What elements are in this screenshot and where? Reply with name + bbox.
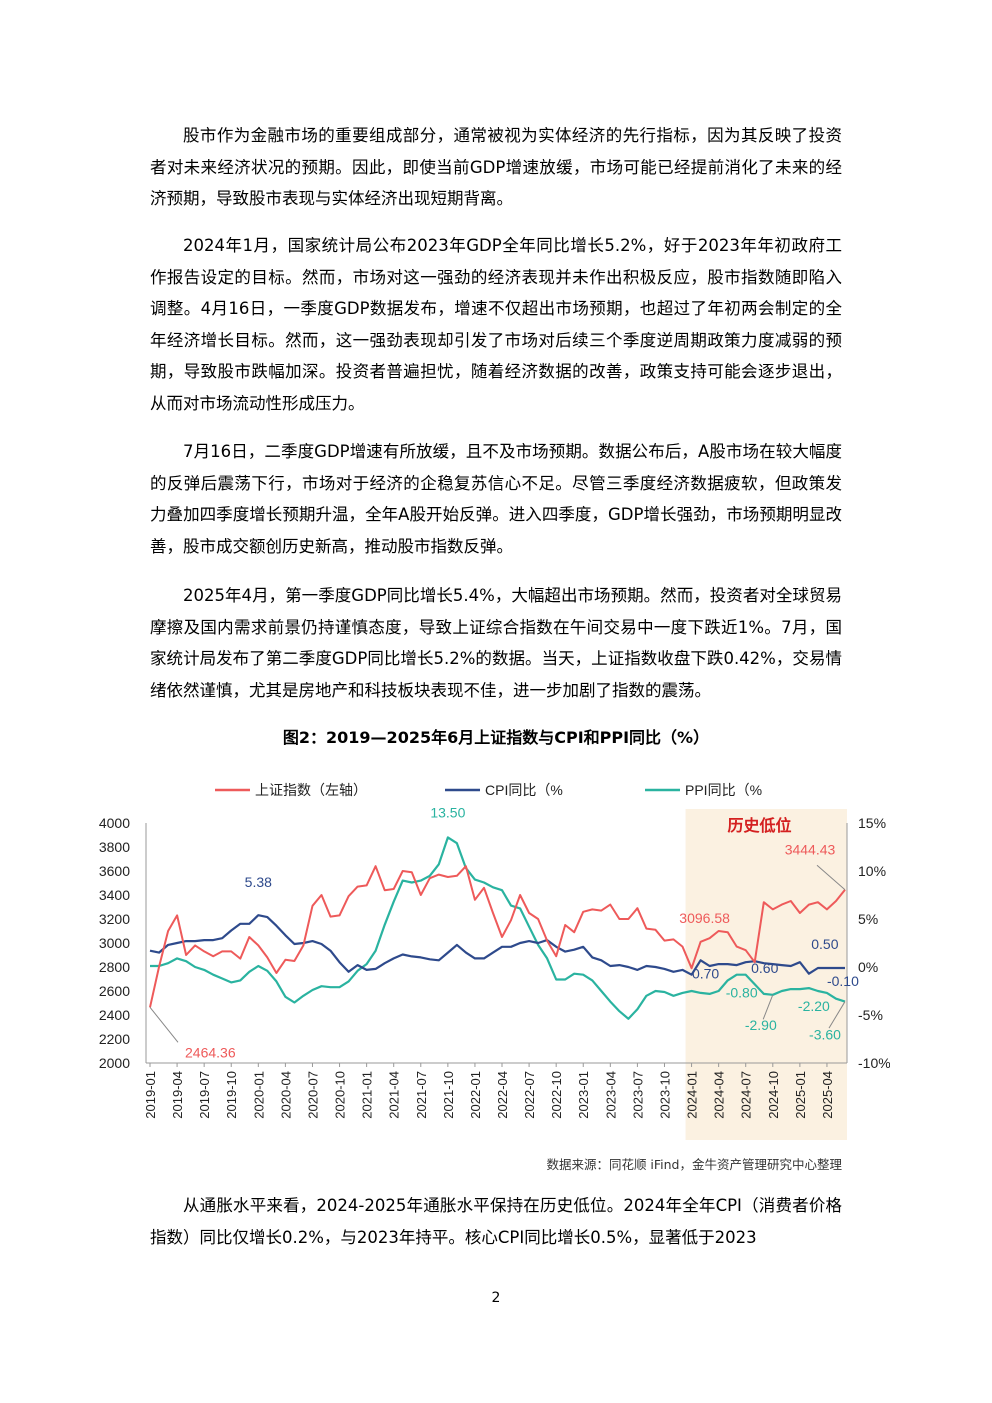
legend-label: PPI同比（%	[685, 782, 762, 798]
right-tick-label: -10%	[858, 1055, 890, 1071]
left-tick-label: 2400	[99, 1007, 130, 1023]
annotation-leader	[149, 1007, 179, 1043]
x-tick-label: 2022-10	[549, 1071, 564, 1119]
annotation-label: 3444.43	[785, 842, 836, 858]
paragraph-3: 7月16日，二季度GDP增速有所放缓，且不及市场预期。数据公布后，A股市场在较大…	[150, 442, 842, 556]
x-tick-label: 2022-04	[495, 1071, 510, 1119]
x-tick-label: 2021-07	[414, 1071, 429, 1119]
x-tick-label: 2023-07	[630, 1071, 645, 1119]
right-tick-label: -5%	[858, 1007, 883, 1023]
left-tick-label: 3400	[99, 887, 130, 903]
annotation-label: -3.60	[809, 1027, 841, 1043]
left-tick-label: 3600	[99, 863, 130, 879]
annotation-label: 5.38	[245, 874, 272, 890]
annotation-label: -0.10	[827, 973, 859, 989]
annotation-label: -0.80	[726, 985, 758, 1001]
data-source: 数据来源：同花顺 iFind，金牛资产管理研究中心整理	[546, 1157, 842, 1172]
legend-label: 上证指数（左轴）	[255, 782, 367, 798]
x-tick-label: 2022-01	[468, 1071, 483, 1119]
highlight-region	[685, 809, 847, 1140]
chart-legend: 上证指数（左轴） CPI同比（% PPI同比（%	[215, 782, 762, 798]
paragraph-1: 股市作为金融市场的重要组成部分，通常被视为实体经济的先行指标，因为其反映了投资者…	[150, 126, 842, 208]
left-axis-ticks: 4000 3800 3600 3400 3200 3000 2800 2600 2400 2200…	[99, 815, 147, 1071]
annotation-label: 13.50	[430, 804, 465, 820]
chart-annotations: 2464.36 5.38 13.50 0.70 3096.58 -0.80 0.60 -2.9…	[149, 804, 859, 1060]
x-tick-label: 2023-04	[603, 1071, 618, 1119]
annotation-label: 0.60	[751, 960, 778, 976]
series-line-shanghai-index	[149, 865, 846, 1008]
series-line-cpi-yoy	[149, 914, 845, 976]
paragraph-4: 2025年4月，第一季度GDP同比增长5.4%，大幅超出市场预期。然而，投资者对…	[150, 586, 842, 700]
x-tick-label: 2025-04	[820, 1071, 835, 1119]
left-tick-label: 3800	[99, 839, 130, 855]
x-tick-label: 2024-01	[685, 1071, 700, 1119]
page-number: 2	[491, 1290, 501, 1306]
left-tick-label: 2600	[99, 983, 130, 999]
x-tick-label: 2024-04	[712, 1071, 727, 1119]
annotation-leader	[816, 864, 846, 891]
x-tick-label: 2024-07	[739, 1071, 754, 1119]
right-tick-label: 10%	[858, 863, 886, 879]
closing-paragraph: 从通胀水平来看，2024-2025年通胀水平保持在历史低位。2024年全年CPI…	[150, 1196, 842, 1247]
x-tick-label: 2022-07	[522, 1071, 537, 1119]
annotation-leader	[828, 1001, 846, 1029]
annotation-label: 0.50	[811, 936, 838, 952]
chart-series	[149, 836, 846, 1020]
x-tick-label: 2020-04	[278, 1071, 293, 1119]
annotation-label: 0.70	[692, 965, 719, 981]
series-line-ppi-yoy	[150, 836, 846, 1020]
annotation-label: -2.90	[745, 1017, 777, 1033]
legend-label: CPI同比（%	[485, 782, 563, 798]
annotation-label: -2.20	[798, 998, 830, 1014]
highlight-label: 历史低位	[728, 816, 792, 835]
x-tick-label: 2021-01	[360, 1071, 375, 1119]
x-tick-label: 2019-01	[143, 1071, 158, 1119]
x-tick-label: 2019-07	[197, 1071, 212, 1119]
right-tick-label: 5%	[858, 911, 878, 927]
paragraph-2: 2024年1月，国家统计局公布2023年GDP全年同比增长5.2%，好于2023…	[150, 236, 842, 413]
annotation-label: 3096.58	[679, 910, 730, 926]
x-tick-label: 2023-10	[657, 1071, 672, 1119]
x-tick-label: 2024-10	[766, 1071, 781, 1119]
left-tick-label: 2000	[99, 1055, 130, 1071]
right-axis-ticks: 15% 10% 5% 0% -5% -10%	[846, 815, 890, 1071]
annotation-label: 2464.36	[185, 1044, 236, 1060]
x-tick-label: 2019-04	[170, 1071, 185, 1119]
left-tick-label: 2200	[99, 1031, 130, 1047]
right-tick-label: 15%	[858, 815, 886, 831]
x-tick-label: 2021-10	[441, 1071, 456, 1119]
left-tick-label: 3200	[99, 911, 130, 927]
right-tick-label: 0%	[858, 959, 878, 975]
x-tick-label: 2023-01	[576, 1071, 591, 1119]
x-tick-label: 2021-04	[387, 1071, 402, 1119]
x-tick-label: 2020-01	[251, 1071, 266, 1119]
line-chart: 历史低位 上证指数（左轴） CPI同比（% PPI同比（% 4000 3800 3600…	[99, 782, 890, 1140]
annotation-leader	[762, 994, 774, 1020]
x-axis-ticks: 2019-01 2019-04 2019-07 2019-10 2020-01 2020-…	[143, 1062, 847, 1119]
x-tick-label: 2025-01	[793, 1071, 808, 1119]
figure-title: 图2：2019—2025年6月上证指数与CPI和PPI同比（%）	[282, 728, 710, 747]
x-tick-label: 2020-07	[305, 1071, 320, 1119]
x-tick-label: 2019-10	[224, 1071, 239, 1119]
left-tick-label: 2800	[99, 959, 130, 975]
x-tick-label: 2020-10	[333, 1071, 348, 1119]
left-tick-label: 4000	[99, 815, 130, 831]
left-tick-label: 3000	[99, 935, 130, 951]
